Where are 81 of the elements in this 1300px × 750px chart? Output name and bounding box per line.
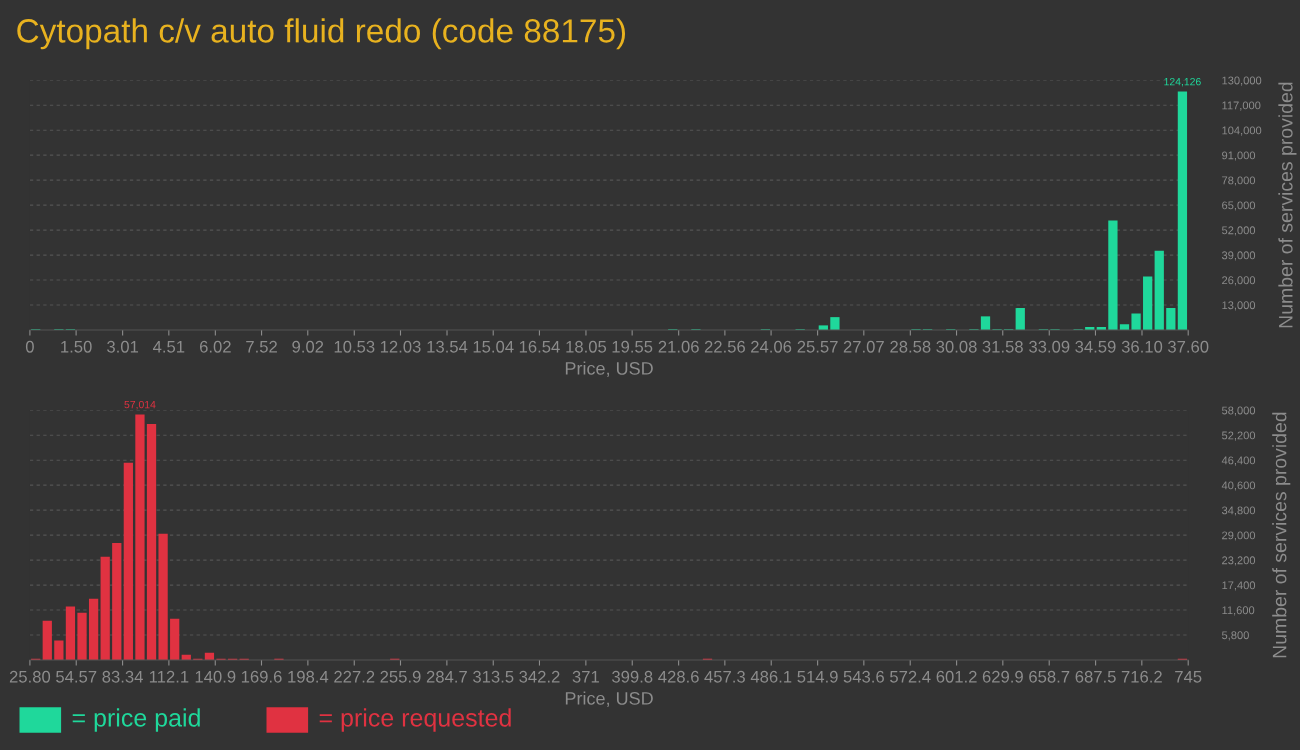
x-tick-label: 4.51 [153, 341, 185, 353]
x-tick-label: 112.1 [149, 670, 189, 683]
x-tick-label: 31.58 [982, 340, 1023, 353]
x-tick-label: 27.07 [843, 340, 884, 353]
x-tick-label: 12.03 [380, 340, 421, 353]
x-tick-label: 572.4 [890, 670, 931, 683]
x-tick-label: 19.55 [612, 340, 653, 353]
x-axis-title: Price, USD [565, 691, 653, 707]
data-label: 57,014 [124, 400, 156, 410]
x-tick-label: 15.04 [473, 340, 514, 353]
x-tick-label: 601.2 [936, 670, 977, 683]
x-tick-label: 486.1 [750, 670, 792, 683]
x-tick-label: 1.50 [61, 340, 92, 353]
x-tick-label: 24.06 [751, 340, 792, 353]
x-tick-label: 3.01 [107, 340, 139, 353]
y-tick-label: 65,000 [1222, 201, 1256, 211]
x-tick-label: 140.9 [195, 670, 236, 683]
legend-label: = price paid [72, 708, 200, 732]
x-tick-label: 543.6 [843, 670, 884, 683]
x-tick-label: 255.9 [380, 670, 421, 683]
x-tick-label: 371 [572, 670, 599, 683]
y-tick-label: 40,600 [1221, 481, 1256, 491]
y-tick-label: 117,000 [1222, 101, 1261, 111]
x-tick-label: 13.54 [427, 340, 468, 353]
x-tick-label: 30.08 [936, 340, 977, 353]
x-tick-label: 21.06 [658, 340, 699, 353]
y-tick-label: 11,600 [1222, 606, 1255, 616]
x-tick-label: 169.6 [241, 670, 282, 683]
x-tick-label: 16.54 [519, 340, 560, 353]
x-tick-label: 514.9 [797, 670, 838, 683]
y-tick-label: 17,400 [1222, 581, 1256, 591]
x-tick-label: 658.7 [1029, 670, 1070, 683]
y-tick-label: 23,200 [1222, 556, 1256, 566]
y-tick-label: 78,000 [1222, 176, 1256, 186]
x-tick-label: 629.9 [982, 670, 1023, 683]
y-axis-title: Number of services provided [1278, 82, 1297, 328]
x-tick-label: 6.02 [199, 340, 231, 353]
x-tick-label: 25.80 [9, 670, 51, 683]
y-tick-label: 130,000 [1222, 76, 1262, 86]
x-tick-label: 198.4 [288, 670, 329, 683]
y-tick-label: 34,800 [1221, 506, 1256, 516]
x-tick-label: 227.2 [334, 670, 375, 683]
x-tick-label: 7.52 [246, 340, 277, 353]
y-tick-label: 26,000 [1222, 276, 1256, 286]
x-axis-title: Price, USD [565, 361, 653, 377]
x-tick-label: 83.34 [102, 670, 143, 683]
y-tick-label: 104,000 [1222, 126, 1262, 136]
x-tick-label: 0 [25, 340, 34, 353]
y-tick-label: 13,000 [1222, 301, 1256, 311]
x-tick-label: 342.2 [519, 670, 560, 683]
x-tick-label: 284.7 [426, 670, 467, 683]
y-tick-label: 39,000 [1221, 251, 1256, 261]
y-tick-label: 58,000 [1221, 406, 1256, 416]
x-tick-label: 28.58 [890, 340, 931, 353]
x-tick-label: 54.57 [56, 671, 97, 683]
y-tick-label: 46,400 [1221, 456, 1256, 466]
chart-title: Cytopath c/v auto fluid redo (code 88175) [17, 18, 626, 50]
y-tick-label: 52,200 [1221, 431, 1256, 441]
x-tick-label: 18.05 [566, 340, 607, 353]
x-tick-label: 457.3 [704, 670, 745, 683]
x-tick-label: 25.57 [797, 340, 838, 353]
x-tick-label: 22.56 [704, 340, 745, 353]
y-tick-label: 5,800 [1221, 631, 1249, 641]
x-tick-label: 745 [1175, 671, 1202, 683]
x-tick-label: 36.10 [1121, 340, 1163, 353]
y-tick-label: 91,000 [1222, 151, 1256, 161]
x-tick-label: 399.8 [612, 670, 653, 683]
x-tick-label: 33.09 [1029, 340, 1070, 353]
x-tick-label: 37.60 [1167, 340, 1209, 353]
x-tick-label: 313.5 [473, 670, 514, 683]
x-tick-label: 716.2 [1121, 670, 1162, 683]
y-tick-label: 29,000 [1222, 531, 1256, 541]
x-tick-label: 687.5 [1075, 670, 1116, 683]
y-axis-title: Number of services provided [1272, 412, 1291, 658]
x-tick-label: 9.02 [292, 340, 324, 353]
y-tick-label: 52,000 [1221, 226, 1256, 236]
x-tick-label: 34.59 [1075, 340, 1116, 353]
x-tick-label: 428.6 [658, 670, 699, 683]
x-tick-label: 10.53 [334, 340, 375, 353]
legend-label: = price requested [319, 708, 511, 732]
data-label: 124,126 [1164, 77, 1201, 87]
